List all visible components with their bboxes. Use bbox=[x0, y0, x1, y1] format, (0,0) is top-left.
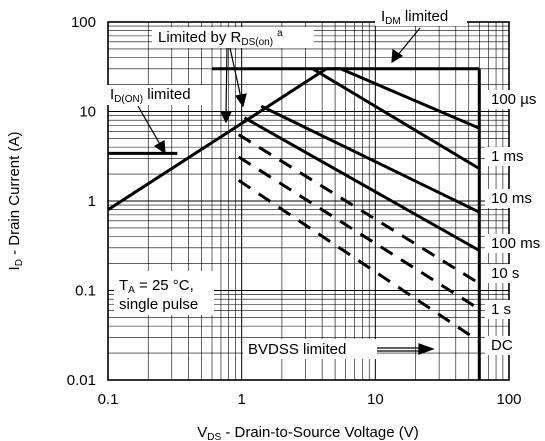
series-label-100-ms: 100 ms bbox=[491, 235, 540, 252]
x-axis-title-main: V bbox=[197, 424, 207, 441]
x-tick-label: 0.1 bbox=[98, 391, 119, 408]
rds-sup: a bbox=[277, 28, 283, 39]
series-label-10-ms: 10 ms bbox=[491, 190, 532, 207]
series-label-bg bbox=[485, 90, 545, 109]
y-axis-title-rest: - Drain Current (A) bbox=[6, 132, 23, 260]
temperature-label: TA = 25 °C, bbox=[119, 277, 194, 296]
x-tick-label: 1 bbox=[237, 391, 245, 408]
bvdss-label-bg bbox=[243, 339, 377, 359]
y-tick-label: 0.1 bbox=[75, 283, 96, 300]
idon-label-bg bbox=[106, 85, 204, 105]
rds-label-bg bbox=[152, 27, 314, 48]
rds-arrowhead-1 bbox=[234, 93, 247, 108]
x-axis-title-rest: - Drain-to-Source Voltage (V) bbox=[221, 424, 419, 441]
bvdss-limited-label: BVDSS limited bbox=[248, 341, 346, 358]
series-label-bg bbox=[485, 189, 536, 208]
series-label-bg bbox=[485, 147, 528, 166]
idon-arrowhead bbox=[153, 140, 166, 155]
series-line-1-ms bbox=[311, 67, 481, 170]
series-label-dc: DC bbox=[491, 337, 513, 354]
series-label-1-s: 1 s bbox=[491, 301, 511, 318]
idm-rest: limited bbox=[401, 8, 449, 25]
series-line-100-s bbox=[326, 67, 480, 130]
x-axis-title-sub: DS bbox=[207, 432, 221, 441]
series-line-dc bbox=[237, 179, 481, 343]
y-axis-title-sub: D bbox=[14, 259, 25, 266]
series-label-bg bbox=[485, 300, 520, 319]
ta-rest: = 25 °C, bbox=[135, 277, 194, 294]
bvdss-arrowhead bbox=[418, 343, 435, 355]
annotation-arrows bbox=[137, 27, 435, 355]
y-tick-label: 100 bbox=[71, 14, 96, 31]
rds-on-limit-line bbox=[107, 67, 328, 211]
idon-sub: D(ON) bbox=[114, 94, 143, 105]
x-axis-title: VDS - Drain-to-Source Voltage (V) bbox=[197, 424, 419, 441]
idm-label-bg bbox=[375, 6, 467, 26]
ta-label-bg bbox=[114, 271, 214, 315]
series-label-10-s: 10 s bbox=[491, 265, 519, 282]
series-label-bg bbox=[485, 264, 528, 283]
y-axis-title-main: I bbox=[6, 266, 23, 270]
series-label-1-ms: 1 ms bbox=[491, 148, 524, 165]
rds-sub: DS(on) bbox=[241, 37, 273, 48]
rds-arrow-line-1 bbox=[229, 47, 242, 99]
ta-main: T bbox=[119, 277, 128, 294]
idm-main: I bbox=[381, 8, 385, 25]
y-axis-title: ID - Drain Current (A) bbox=[6, 132, 25, 271]
y-tick-label: 10 bbox=[79, 104, 96, 121]
idm-arrow-line bbox=[396, 27, 421, 57]
series-label-bg bbox=[485, 336, 512, 355]
rds-on-limited-label: Limited by RDS(on) a bbox=[158, 28, 283, 48]
series-label-bg bbox=[485, 234, 545, 253]
boundary-and-pulse-lines: 100 µs 1 ms 10 ms 100 ms 10 s 1 s DC bbox=[107, 67, 545, 380]
x-tick-label: 100 bbox=[496, 391, 521, 408]
rds-arrowhead-2 bbox=[220, 111, 232, 124]
idm-arrowhead bbox=[391, 48, 404, 64]
single-pulse-label: single pulse bbox=[119, 296, 198, 313]
ta-sub: A bbox=[128, 285, 135, 296]
y-tick-label: 0.01 bbox=[67, 372, 96, 389]
idm-limited-label: IDM limited bbox=[381, 8, 448, 27]
idon-arrow-line bbox=[137, 105, 162, 147]
series-line-1-s bbox=[237, 155, 481, 311]
idon-rest: limited bbox=[143, 86, 191, 103]
series-line-100-ms bbox=[243, 116, 481, 252]
rds-main: Limited by R bbox=[158, 29, 242, 46]
x-tick-label: 10 bbox=[367, 391, 384, 408]
series-label-100-s: 100 µs bbox=[491, 91, 536, 108]
idon-main: I bbox=[110, 86, 114, 103]
series-line-10-ms bbox=[260, 104, 480, 214]
y-tick-label: 1 bbox=[88, 193, 96, 210]
rds-arrow-line-2 bbox=[225, 47, 228, 116]
idon-limited-label: ID(ON) limited bbox=[110, 86, 191, 105]
idm-sub: DM bbox=[385, 16, 401, 27]
